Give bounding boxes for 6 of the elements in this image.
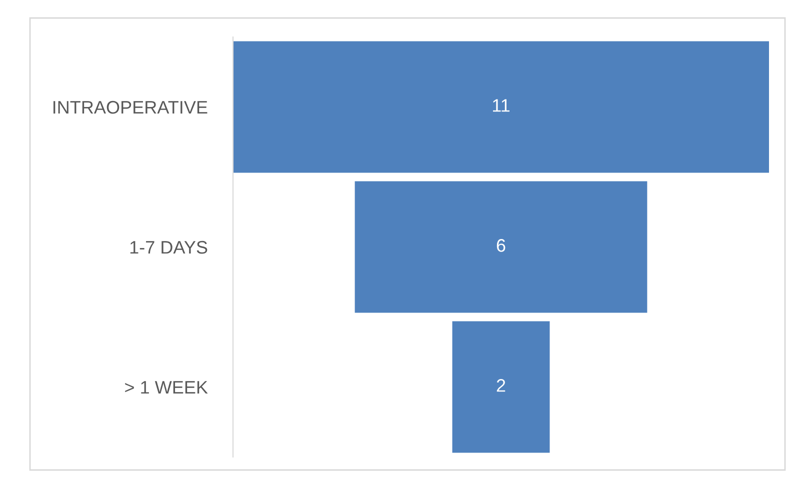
data-label: 6 bbox=[496, 239, 506, 252]
category-label: INTRAOPERATIVE bbox=[53, 100, 208, 114]
data-label: 11 bbox=[493, 99, 510, 112]
category-label: > 1 WEEK bbox=[125, 381, 208, 394]
data-label: 2 bbox=[496, 379, 506, 392]
category-label: 1-7 DAYS bbox=[130, 240, 208, 254]
